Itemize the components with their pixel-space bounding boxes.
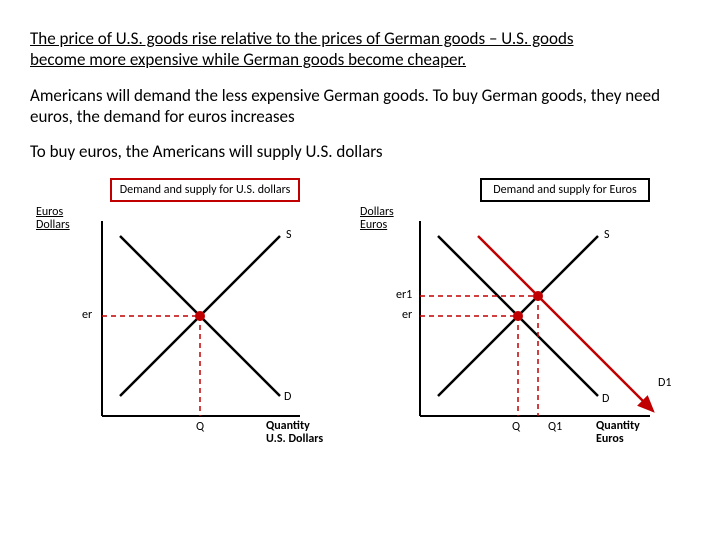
paragraph-1: The price of U.S. goods rise relative to…: [30, 28, 690, 71]
chart-euros: Demand and supply for Euros Dollars Euro…: [360, 176, 690, 476]
x-top-r: Quantity: [596, 419, 640, 433]
s-label-right: S: [604, 228, 610, 242]
er1-label-right: er1: [396, 288, 412, 302]
paragraph-2: Americans will demand the less expensive…: [30, 85, 690, 128]
p1-line2: become more expensive while German goods…: [30, 49, 466, 70]
x-axis-label-left: Quantity U.S. Dollars: [266, 420, 323, 446]
charts-row: Demand and supply for U.S. dollars Euros…: [30, 176, 690, 476]
x-bot: U.S. Dollars: [266, 432, 323, 446]
er-label-left: er: [82, 308, 92, 322]
q1-label-right: Q1: [548, 420, 562, 434]
p1-line1: The price of U.S. goods rise relative to…: [30, 28, 574, 49]
x-top: Quantity: [266, 419, 310, 433]
er-label-right: er: [402, 308, 412, 322]
d-label-right: D: [602, 392, 609, 406]
x-axis-label-right: Quantity Euros: [596, 420, 640, 446]
q-label-left: Q: [196, 420, 204, 434]
x-bot-r: Euros: [596, 432, 624, 446]
d1-label-right: D1: [658, 376, 671, 390]
paragraph-3: To buy euros, the Americans will supply …: [30, 141, 690, 162]
q-label-right: Q: [512, 420, 520, 434]
chart-us-dollars: Demand and supply for U.S. dollars Euros…: [30, 176, 360, 476]
chart-svg-right: [360, 176, 690, 476]
s-label-left: S: [286, 228, 292, 242]
d-label-left: D: [284, 390, 291, 404]
